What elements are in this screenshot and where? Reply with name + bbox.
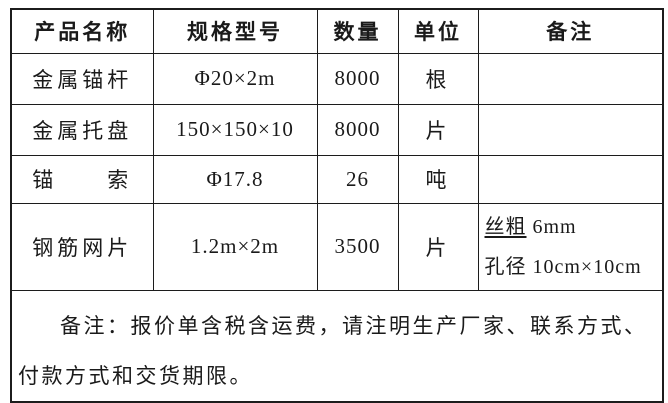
cell-remark — [477, 154, 664, 204]
cell-spec: 150×150×10 — [152, 103, 318, 156]
table-footer-row: 备注：报价单含税含运费，请注明生产厂家、联系方式、 付款方式和交货期限。 — [10, 289, 664, 402]
header-unit: 单位 — [397, 8, 479, 54]
cell-quantity: 8000 — [316, 52, 399, 105]
header-quantity: 数量 — [316, 8, 399, 54]
cell-spec: 1.2m×2m — [152, 202, 318, 291]
table-header-row: 产品名称 规格型号 数量 单位 备注 — [10, 8, 664, 54]
header-spec-model: 规格型号 — [152, 8, 318, 54]
footer-note-line-2: 付款方式和交货期限。 — [18, 363, 253, 388]
cell-product-name: 金属托盘 — [10, 103, 154, 156]
cell-product-name: 金属锚杆 — [10, 52, 154, 105]
table-row: 金属托盘 150×150×10 8000 片 — [10, 103, 664, 156]
table-row: 锚 索 Φ17.8 26 吨 — [10, 154, 664, 204]
cell-remark — [477, 103, 664, 156]
footer-note-line-1: 备注：报价单含税含运费，请注明生产厂家、联系方式、 — [60, 313, 648, 338]
remark-underlined-text: 丝粗 — [484, 215, 527, 238]
cell-spec: Φ20×2m — [152, 52, 318, 105]
table-row: 钢筋网片 1.2m×2m 3500 片 丝粗 6mm 孔径 10cm×10cm — [10, 202, 664, 291]
cell-quantity: 3500 — [316, 202, 399, 291]
remark-line-wire-thickness: 丝粗 6mm — [485, 207, 663, 247]
cell-unit: 片 — [397, 202, 479, 291]
cell-spec: Φ17.8 — [152, 154, 318, 204]
header-remark: 备注 — [477, 8, 664, 54]
cell-remark: 丝粗 6mm 孔径 10cm×10cm — [477, 202, 664, 291]
remark-line1-rest: 6mm — [526, 215, 577, 238]
cell-unit: 根 — [397, 52, 479, 105]
cell-remark — [477, 52, 664, 105]
remark-line-hole-size: 孔径 10cm×10cm — [484, 255, 642, 278]
table-row: 金属锚杆 Φ20×2m 8000 根 — [10, 52, 664, 105]
cell-product-name: 锚 索 — [10, 154, 154, 204]
footer-note-cell: 备注：报价单含税含运费，请注明生产厂家、联系方式、 付款方式和交货期限。 — [10, 289, 664, 402]
cell-quantity: 26 — [316, 154, 399, 204]
cell-quantity: 8000 — [316, 103, 399, 156]
cell-unit: 片 — [397, 103, 479, 156]
cell-product-name: 钢筋网片 — [10, 202, 154, 291]
header-product-name: 产品名称 — [10, 8, 154, 54]
product-quotation-table: 产品名称 规格型号 数量 单位 备注 金属锚杆 Φ20×2m 8000 根 金属… — [10, 8, 664, 403]
cell-unit: 吨 — [397, 154, 479, 204]
